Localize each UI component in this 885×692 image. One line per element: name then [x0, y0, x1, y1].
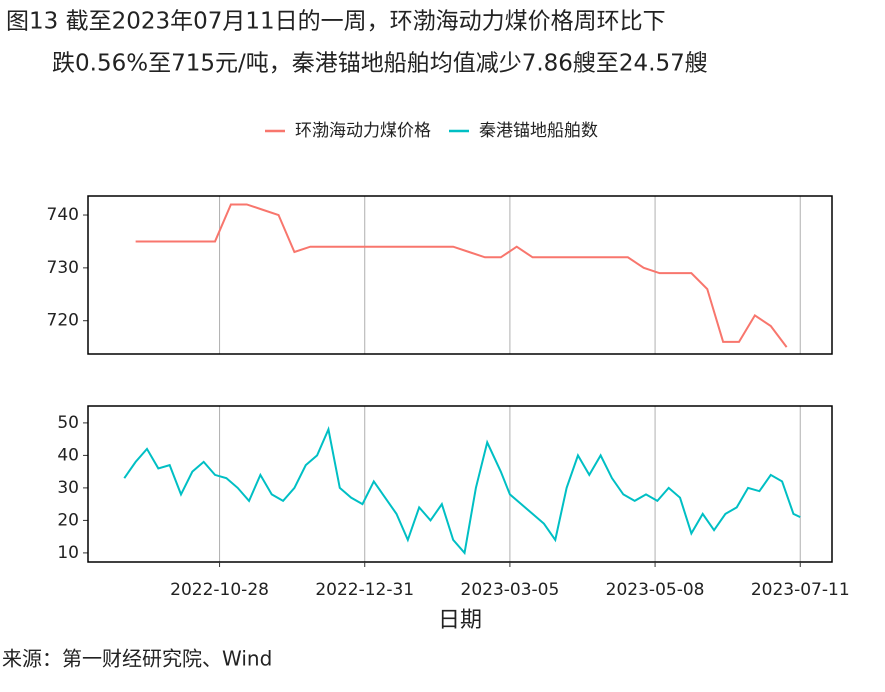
line-series — [123, 426, 801, 556]
x-tick-label: 2023-05-08 — [606, 580, 705, 600]
x-tick-label: 2023-03-05 — [461, 580, 560, 600]
x-tick-label: 2022-10-28 — [170, 580, 269, 600]
source: 来源：第一财经研究院、Wind — [2, 647, 272, 671]
title-line: 跌0.56%至715元/吨，秦港锚地船舶均值减少7.86艘至24.57艘 — [52, 51, 708, 77]
x-tick-label: 2022-12-31 — [315, 580, 414, 600]
line-series — [135, 203, 788, 348]
y-tick-label: 20 — [57, 510, 79, 530]
title-line: 图13 截至2023年07月11日的一周，环渤海动力煤价格周环比下 — [6, 9, 666, 35]
y-tick-label: 10 — [57, 543, 79, 563]
x-tick-label: 2023-07-11 — [751, 580, 850, 600]
y-tick-label: 740 — [47, 205, 79, 225]
x-axis-label: 日期 — [438, 608, 482, 633]
y-tick-label: 730 — [47, 258, 79, 278]
plot-frame — [87, 405, 833, 563]
y-tick-label: 30 — [57, 478, 79, 498]
y-tick-label: 720 — [47, 311, 79, 331]
plot-frame — [87, 195, 833, 355]
legend-label: 环渤海动力煤价格 — [295, 121, 431, 141]
legend: 环渤海动力煤价格 秦港锚地船舶数 — [265, 121, 598, 141]
y-tick-label: 50 — [57, 413, 79, 433]
legend-label: 秦港锚地船舶数 — [479, 121, 598, 141]
y-tick-label: 40 — [57, 445, 79, 465]
